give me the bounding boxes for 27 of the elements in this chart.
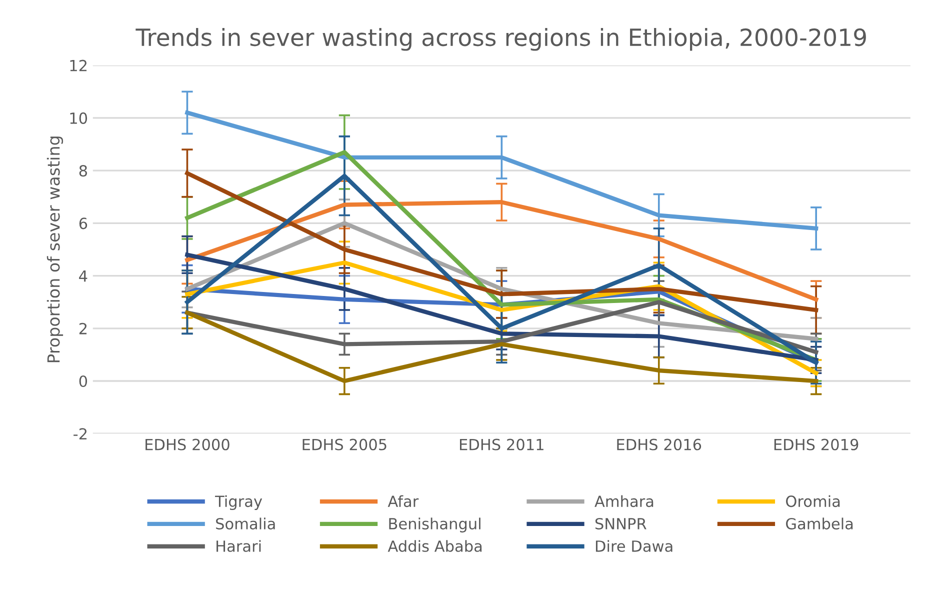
legend-label: SNNPR (595, 518, 646, 530)
legend-label: Somalia (216, 518, 275, 530)
x-tick-label: EDHS 2016 (617, 438, 702, 450)
chart-title: Trends in sever wasting across regions in Ethiopia, 2000-2019 (136, 28, 866, 51)
legend-label: Dire Dawa (596, 540, 672, 552)
y-tick-label: 4 (79, 270, 88, 282)
line-series (185, 300, 818, 354)
legend-label: Amhara (594, 495, 654, 508)
x-tick-label: EDHS 2011 (460, 438, 544, 450)
y-tick-label: 12 (70, 60, 87, 72)
legend-label: Afar (388, 495, 419, 508)
y-tick-label: 6 (79, 218, 88, 230)
x-tick-label: EDHS 2000 (146, 438, 230, 450)
x-tick-label: EDHS 2019 (774, 438, 858, 450)
legend-label: Harari (216, 540, 261, 552)
y-axis-title: Proportion of sever wasting (46, 136, 64, 362)
y-tick-label: 10 (70, 112, 88, 124)
legend-label: Benishangul (389, 518, 480, 532)
legend-label: Oromia (786, 495, 840, 508)
y-tick-label: 8 (79, 165, 87, 177)
legend-label: Addis Ababa (388, 540, 482, 552)
y-tick-label: -2 (74, 428, 87, 440)
legend-label: Tigray (215, 495, 262, 510)
y-tick-label: 2 (79, 322, 87, 334)
legend-label: Gambela (786, 518, 853, 530)
x-tick-label: EDHS 2005 (302, 438, 386, 450)
y-tick-label: 0 (79, 375, 88, 388)
